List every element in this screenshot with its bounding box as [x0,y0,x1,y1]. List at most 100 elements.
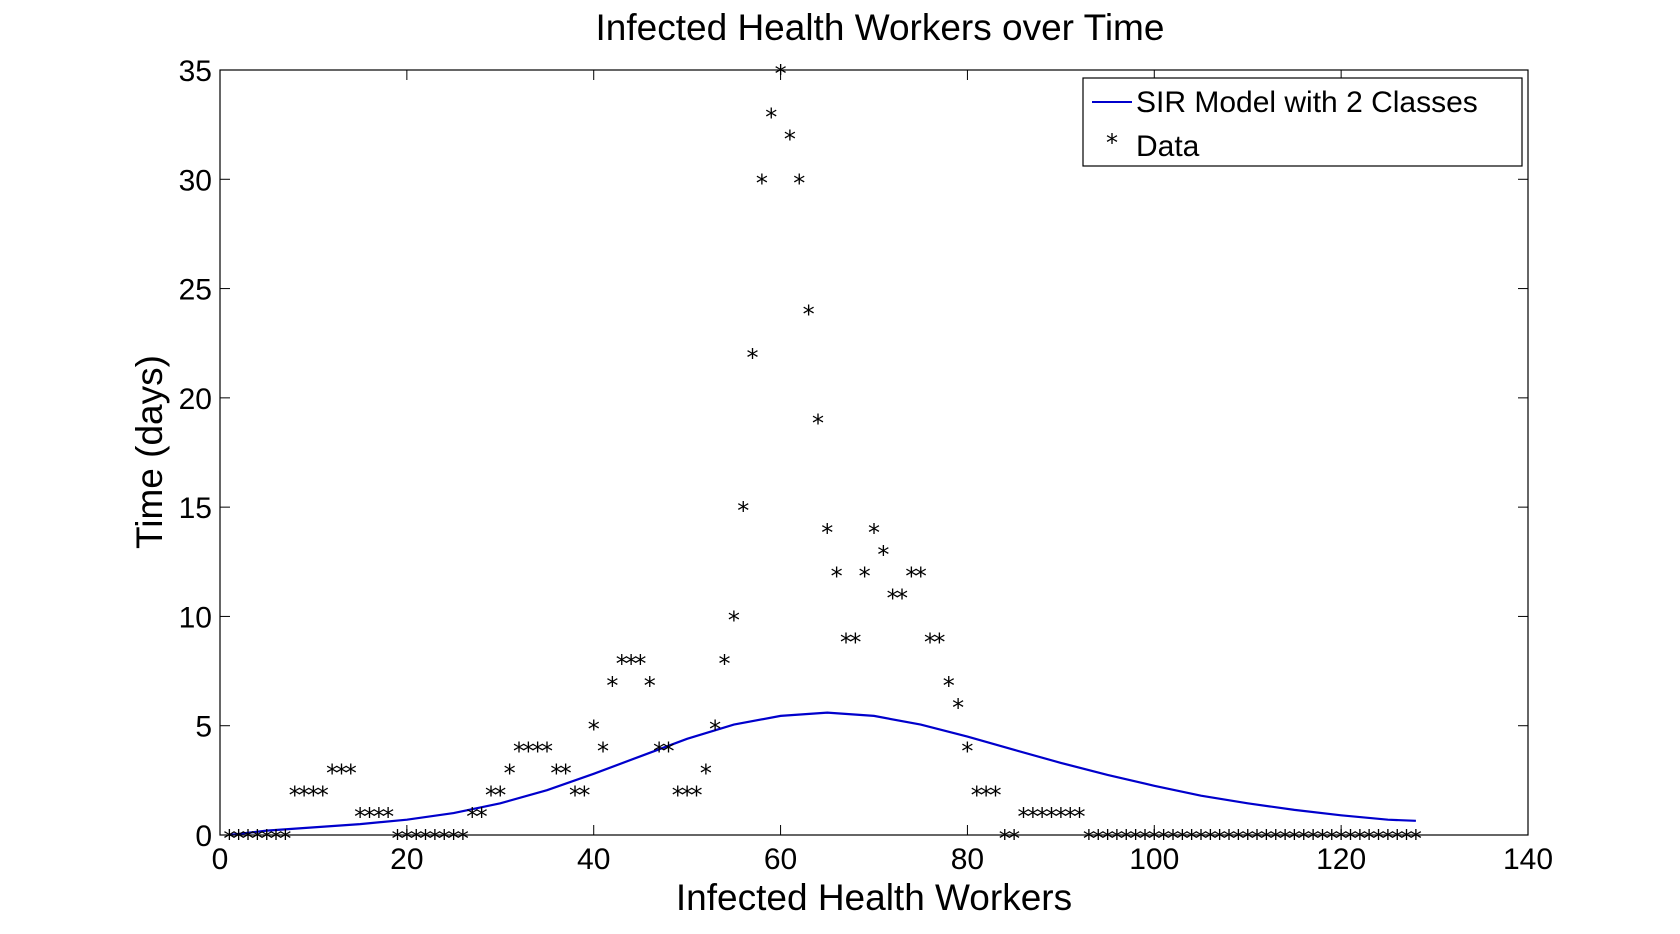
data-point: * [877,541,889,569]
data-point: * [1204,825,1216,853]
data-point: * [961,738,973,766]
data-point: * [719,650,731,678]
data-point: * [1046,803,1058,831]
data-point: * [933,628,945,656]
data-point: * [1074,803,1086,831]
data-point: * [803,300,815,328]
data-point: * [1363,825,1375,853]
data-point: * [634,650,646,678]
data-point: * [476,803,488,831]
y-tick-label: 35 [179,55,212,88]
data-point: * [363,803,375,831]
data-point: * [1260,825,1272,853]
x-tick-label: 60 [764,843,797,876]
data-point: * [859,563,871,591]
data-point: * [915,563,927,591]
plot-frame [219,69,1529,836]
data-point: * [401,825,413,853]
data-point: * [616,650,628,678]
data-point: * [1401,825,1413,853]
data-point: * [1232,825,1244,853]
data-point: * [1373,825,1385,853]
data-point: * [532,738,544,766]
data-point: * [560,759,572,787]
data-point: * [1307,825,1319,853]
data-point: * [1195,825,1207,853]
data-point: * [1326,825,1338,853]
data-point: * [382,803,394,831]
x-tick-label: 40 [577,843,610,876]
data-point: * [494,781,506,809]
data-point: * [270,825,282,853]
data-point: * [279,825,291,853]
data-point: * [1158,825,1170,853]
y-tick-label: 10 [179,601,212,634]
data-point: * [606,672,618,700]
data-point: * [457,825,469,853]
data-point: * [1344,825,1356,853]
data-point: * [924,628,936,656]
data-point: * [504,759,516,787]
data-point: * [690,781,702,809]
data-point: * [728,606,740,634]
legend-entry-data: Data [1136,130,1200,163]
model-curve-line [229,711,1416,837]
data-point: * [1111,825,1123,853]
data-point: * [887,585,899,613]
data-point: * [1008,825,1020,853]
data-point: * [569,781,581,809]
axis-ticks: 0 20 40 60 80 100 120 140 0 5 10 15 20 25 30 35 [179,55,1553,876]
y-tick-label: 20 [179,383,212,416]
data-point: * [410,825,422,853]
data-point: * [896,585,908,613]
data-point: * [289,781,301,809]
data-point: * [242,825,254,853]
data-point: * [1130,825,1142,853]
x-axis-label: Infected Health Workers [676,877,1072,918]
data-point: * [793,169,805,197]
data-point: * [849,628,861,656]
data-point: * [1316,825,1328,853]
data-point: * [335,759,347,787]
data-point: * [307,781,319,809]
data-point: * [588,716,600,744]
data-point: * [223,825,235,853]
data-point: * [952,694,964,722]
legend-entry-model: SIR Model with 2 Classes [1136,86,1478,119]
data-point: * [1335,825,1347,853]
data-point: * [943,672,955,700]
data-point: * [317,781,329,809]
data-point: * [784,126,796,154]
data-point: * [1092,825,1104,853]
x-tick-label: 120 [1316,843,1366,876]
data-point: * [709,716,721,744]
data-point: * [438,825,450,853]
data-point: * [1279,825,1291,853]
data-point: * [1382,825,1394,853]
y-tick-label: 15 [179,492,212,525]
data-point: * [1083,825,1095,853]
data-point: * [672,781,684,809]
data-point: * [1251,825,1263,853]
data-point: * [1148,825,1160,853]
data-point: * [737,497,749,525]
legend-box [1082,77,1523,167]
data-point: * [1354,825,1366,853]
y-tick-label: 5 [195,711,212,744]
data-point: * [233,825,245,853]
legend-marker-swatch: * [1106,129,1118,157]
data-point: * [1055,803,1067,831]
chart-title: Infected Health Workers over Time [596,7,1165,48]
data-point: * [392,825,404,853]
data-point: * [448,825,460,853]
legend: SIR Model with 2 Classes * Data [1082,77,1523,167]
x-tick-label: 100 [1129,843,1179,876]
data-point: * [251,825,263,853]
data-point: * [1139,825,1151,853]
data-point: * [354,803,366,831]
data-point: * [1410,825,1422,853]
data-point: * [1017,803,1029,831]
data-point: * [1391,825,1403,853]
data-point: * [1186,825,1198,853]
data-point: * [662,738,674,766]
